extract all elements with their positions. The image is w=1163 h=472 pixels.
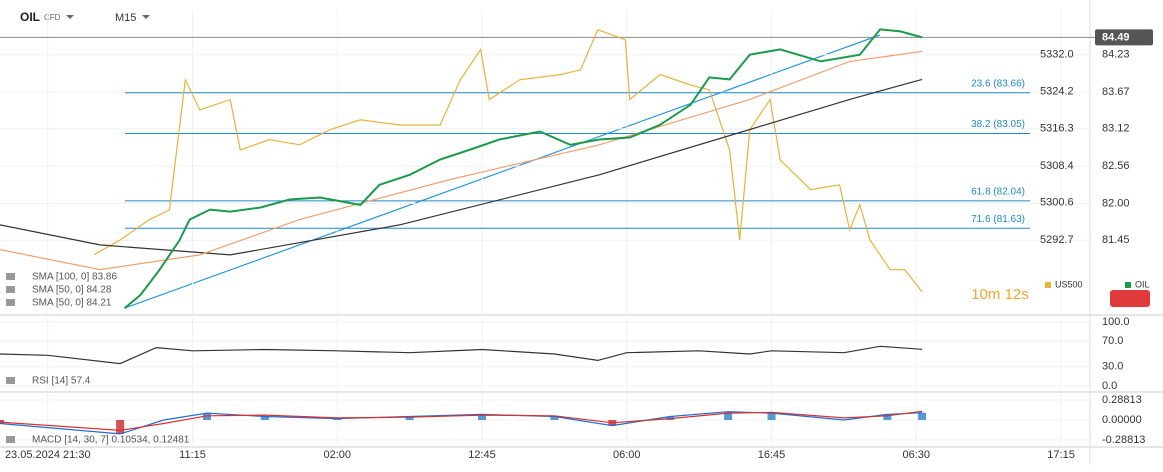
indicator-icon (6, 299, 15, 306)
macd-bar (883, 414, 892, 420)
x-tick-label: 06:00 (613, 449, 641, 461)
series-line (0, 78, 923, 256)
x-tick-label: 12:45 (468, 449, 496, 461)
legend-label: US500 (1055, 279, 1083, 289)
y-tick-label: 100.0 (1102, 316, 1130, 328)
y2-tick-label: 5324.2 (1040, 85, 1074, 97)
series-line (0, 345, 923, 365)
last-price-tag (1095, 29, 1153, 46)
indicator-label: SMA [100, 0] 83.86 (32, 272, 117, 283)
x-tick-label: 17:15 (1047, 449, 1075, 461)
y2-tick-label: 5308.4 (1040, 160, 1074, 172)
y-tick-label: 0.0 (1102, 380, 1117, 392)
y-tick-label: 84.23 (1102, 49, 1130, 61)
macd-bar (202, 413, 211, 420)
legend-swatch (1125, 282, 1131, 288)
last-price-label: 84.49 (1102, 31, 1130, 43)
interval-dropdown[interactable] (142, 15, 150, 19)
y-tick-label: 82.00 (1102, 197, 1130, 209)
fib-level-label: 71.6 (81.63) (971, 214, 1025, 225)
y2-tick-label: 5292.7 (1040, 234, 1074, 246)
x-tick-label: 02:00 (324, 449, 352, 461)
macd-bar (260, 416, 269, 420)
y-tick-label: 0.00000 (1102, 414, 1142, 426)
y2-tick-label: 5300.6 (1040, 197, 1074, 209)
y-tick-label: 81.45 (1102, 234, 1130, 246)
series-line (0, 410, 923, 432)
y2-tick-label: 5316.3 (1040, 123, 1074, 135)
symbol[interactable]: OIL (20, 10, 40, 24)
symbol-dropdown[interactable] (66, 15, 74, 19)
macd-bar (333, 418, 342, 420)
y-tick-label: 0.28813 (1102, 394, 1142, 406)
indicator-icon (6, 273, 15, 280)
fib-level-label: 38.2 (83.05) (971, 119, 1025, 130)
indicator-label: SMA [50, 0] 84.28 (32, 285, 112, 296)
indicator-label: SMA [50, 0] 84.21 (32, 298, 112, 309)
x-tick-label: 06:30 (903, 449, 931, 461)
y-tick-label: 30.0 (1102, 361, 1123, 373)
bar-timer: 10m 12s (971, 286, 1029, 303)
macd-bar (918, 412, 927, 420)
series-line (0, 50, 923, 271)
series-line (123, 28, 923, 310)
indicator-label: MACD [14, 30, 7] 0.10534, 0.12481 (32, 435, 190, 446)
y-tick-label: 70.0 (1102, 335, 1123, 347)
y-tick-label: -0.28813 (1102, 434, 1145, 446)
fib-level-label: 23.6 (83.66) (971, 78, 1025, 89)
y2-tick-label: 5332.0 (1040, 49, 1074, 61)
sell-button[interactable] (1110, 290, 1150, 307)
indicator-icon (6, 436, 15, 443)
macd-bar (767, 413, 776, 420)
y-tick-label: 83.67 (1102, 86, 1130, 98)
series-line (93, 29, 923, 293)
legend-label: OIL (1135, 279, 1150, 289)
indicator-label: RSI [14] 57.4 (32, 376, 91, 387)
trend-line[interactable] (124, 34, 881, 309)
macd-bar (116, 420, 125, 434)
y-tick-label: 82.56 (1102, 160, 1130, 172)
instrument-kind: CFD (44, 13, 61, 22)
x-tick-label: 11:15 (179, 449, 206, 461)
interval[interactable]: M15 (115, 12, 136, 24)
macd-bar (550, 416, 559, 420)
legend-swatch (1045, 282, 1051, 288)
macd-bar (478, 414, 487, 420)
macd-bar (405, 416, 414, 420)
indicator-icon (6, 286, 15, 293)
x-tick-label: 16:45 (758, 449, 786, 461)
x-tick-label: 23.05.2024 21:30 (5, 449, 91, 461)
fib-level-label: 61.8 (82.04) (971, 187, 1025, 198)
macd-bar (724, 411, 733, 420)
y-tick-label: 83.12 (1102, 123, 1130, 135)
indicator-icon (6, 377, 15, 384)
